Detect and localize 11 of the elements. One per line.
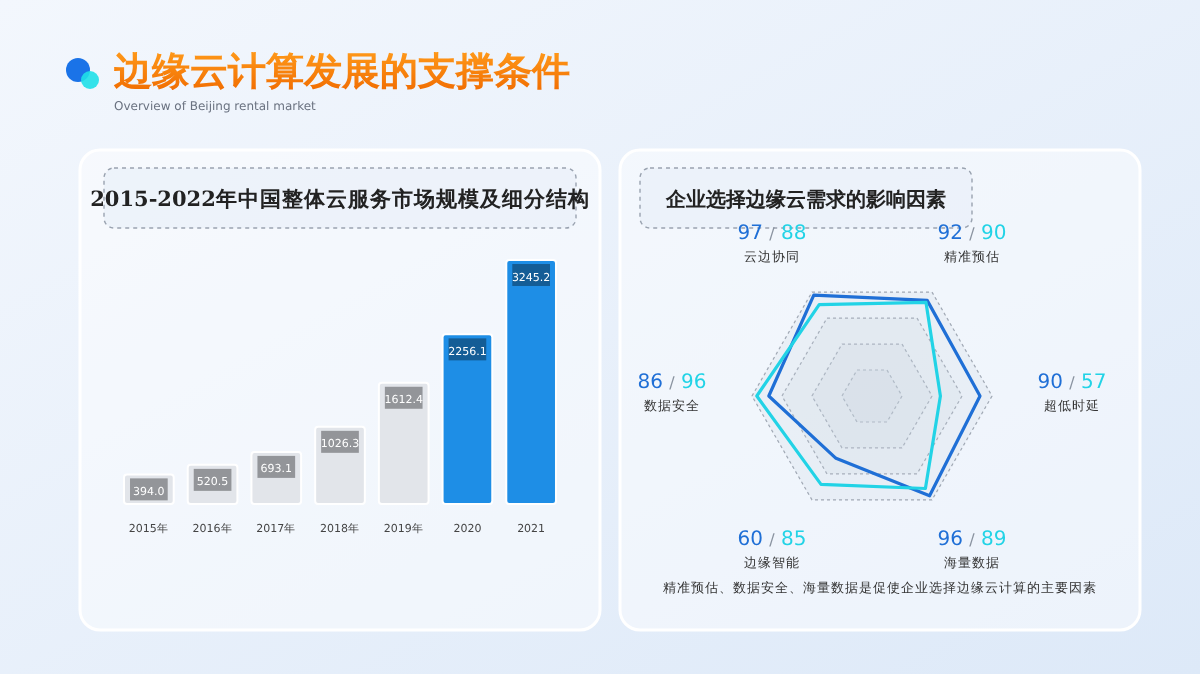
text: 边缘云计算发展的支撑条件: [112, 50, 570, 94]
text: 92 / 90: [937, 222, 1007, 245]
text: 86 / 96: [637, 372, 707, 394]
text: 90 / 57: [1037, 372, 1107, 394]
chart-title: 企业选择边缘云需求的影响因素: [664, 188, 946, 212]
bar: [441, 333, 494, 505]
bar: [505, 259, 557, 505]
text: 97 / 88: [737, 222, 807, 245]
text: 96 / 89: [937, 529, 1007, 552]
chart-title: 2015-2022年中国整体云服务市场规模及细分结构: [90, 186, 590, 212]
text: 60 / 85: [737, 529, 807, 552]
